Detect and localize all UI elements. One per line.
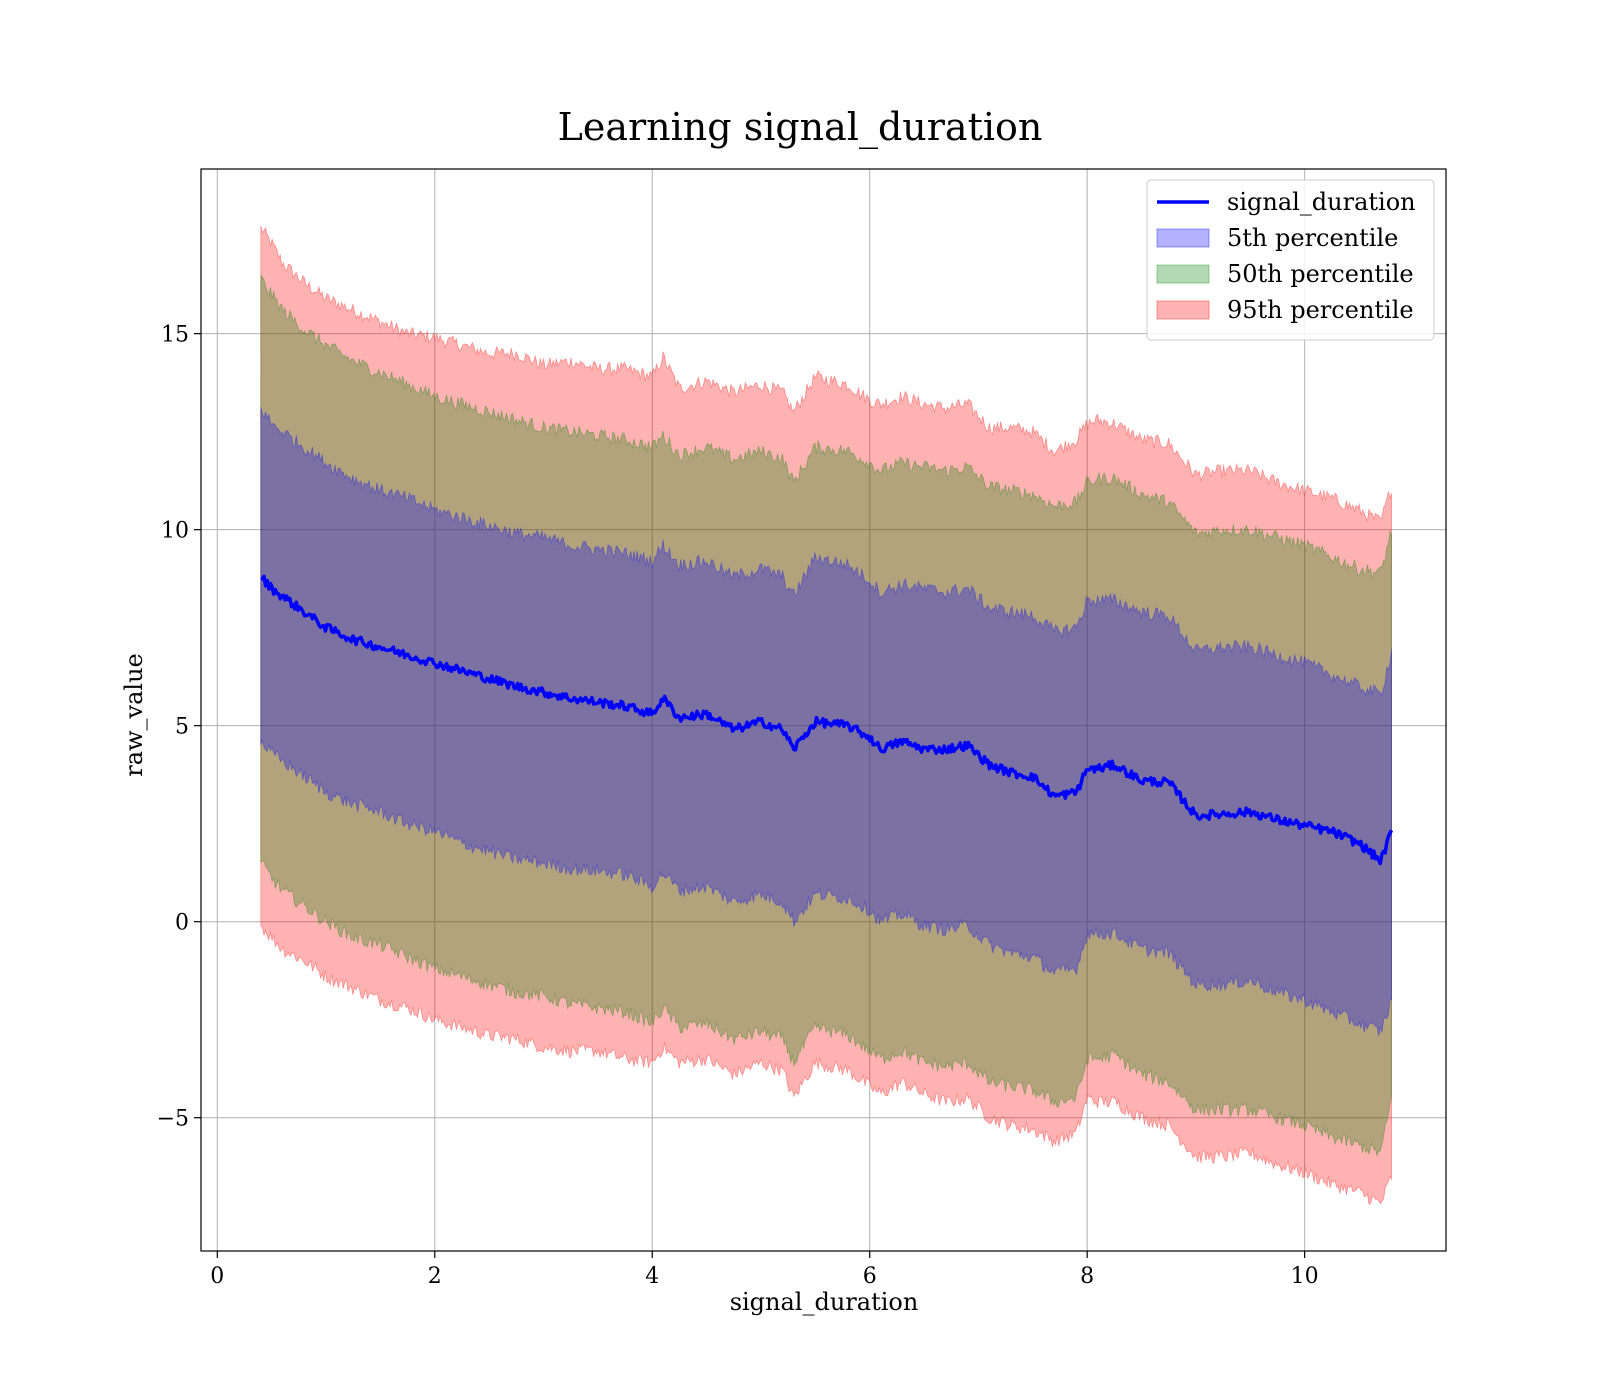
x-tick-label-5: 10 bbox=[1291, 1264, 1319, 1289]
x-tick-label-3: 6 bbox=[863, 1264, 877, 1289]
y-tick-label-3: 10 bbox=[161, 519, 189, 544]
x-tick-label-4: 8 bbox=[1080, 1264, 1094, 1289]
y-axis-ticks: −5 0 5 10 15 bbox=[157, 323, 201, 1132]
legend-label-1: 5th percentile bbox=[1227, 224, 1398, 252]
legend-swatch-1 bbox=[1156, 228, 1210, 248]
x-tick-label-0: 0 bbox=[210, 1264, 224, 1289]
y-tick-label-2: 5 bbox=[175, 715, 189, 740]
legend: signal_duration 5th percentile 50th percen… bbox=[1146, 179, 1435, 341]
legend-box bbox=[1146, 179, 1435, 341]
x-tick-label-2: 4 bbox=[645, 1264, 659, 1289]
legend-label-2: 50th percentile bbox=[1227, 260, 1414, 288]
y-tick-label-0: −5 bbox=[157, 1107, 189, 1132]
legend-label-0: signal_duration bbox=[1227, 188, 1416, 216]
chart-title: Learning signal_duration bbox=[558, 105, 1043, 150]
legend-swatch-3 bbox=[1156, 300, 1210, 320]
plot-frame bbox=[200, 168, 1447, 1252]
x-axis-ticks: 0 2 4 6 8 10 bbox=[210, 1251, 1319, 1289]
x-axis-label: signal_duration bbox=[730, 1288, 919, 1316]
y-tick-label-4: 15 bbox=[161, 323, 189, 348]
legend-label-3: 95th percentile bbox=[1227, 296, 1414, 324]
band-50th-percentile bbox=[260, 274, 1392, 1158]
y-axis-label: raw_value bbox=[120, 653, 148, 777]
y-tick-label-1: 0 bbox=[175, 911, 189, 936]
series-lines bbox=[260, 574, 1394, 866]
x-tick-label-1: 2 bbox=[428, 1264, 442, 1289]
line-signal_duration bbox=[260, 574, 1394, 866]
legend-swatch-2 bbox=[1156, 264, 1210, 284]
band-95th-percentile bbox=[260, 225, 1392, 1205]
